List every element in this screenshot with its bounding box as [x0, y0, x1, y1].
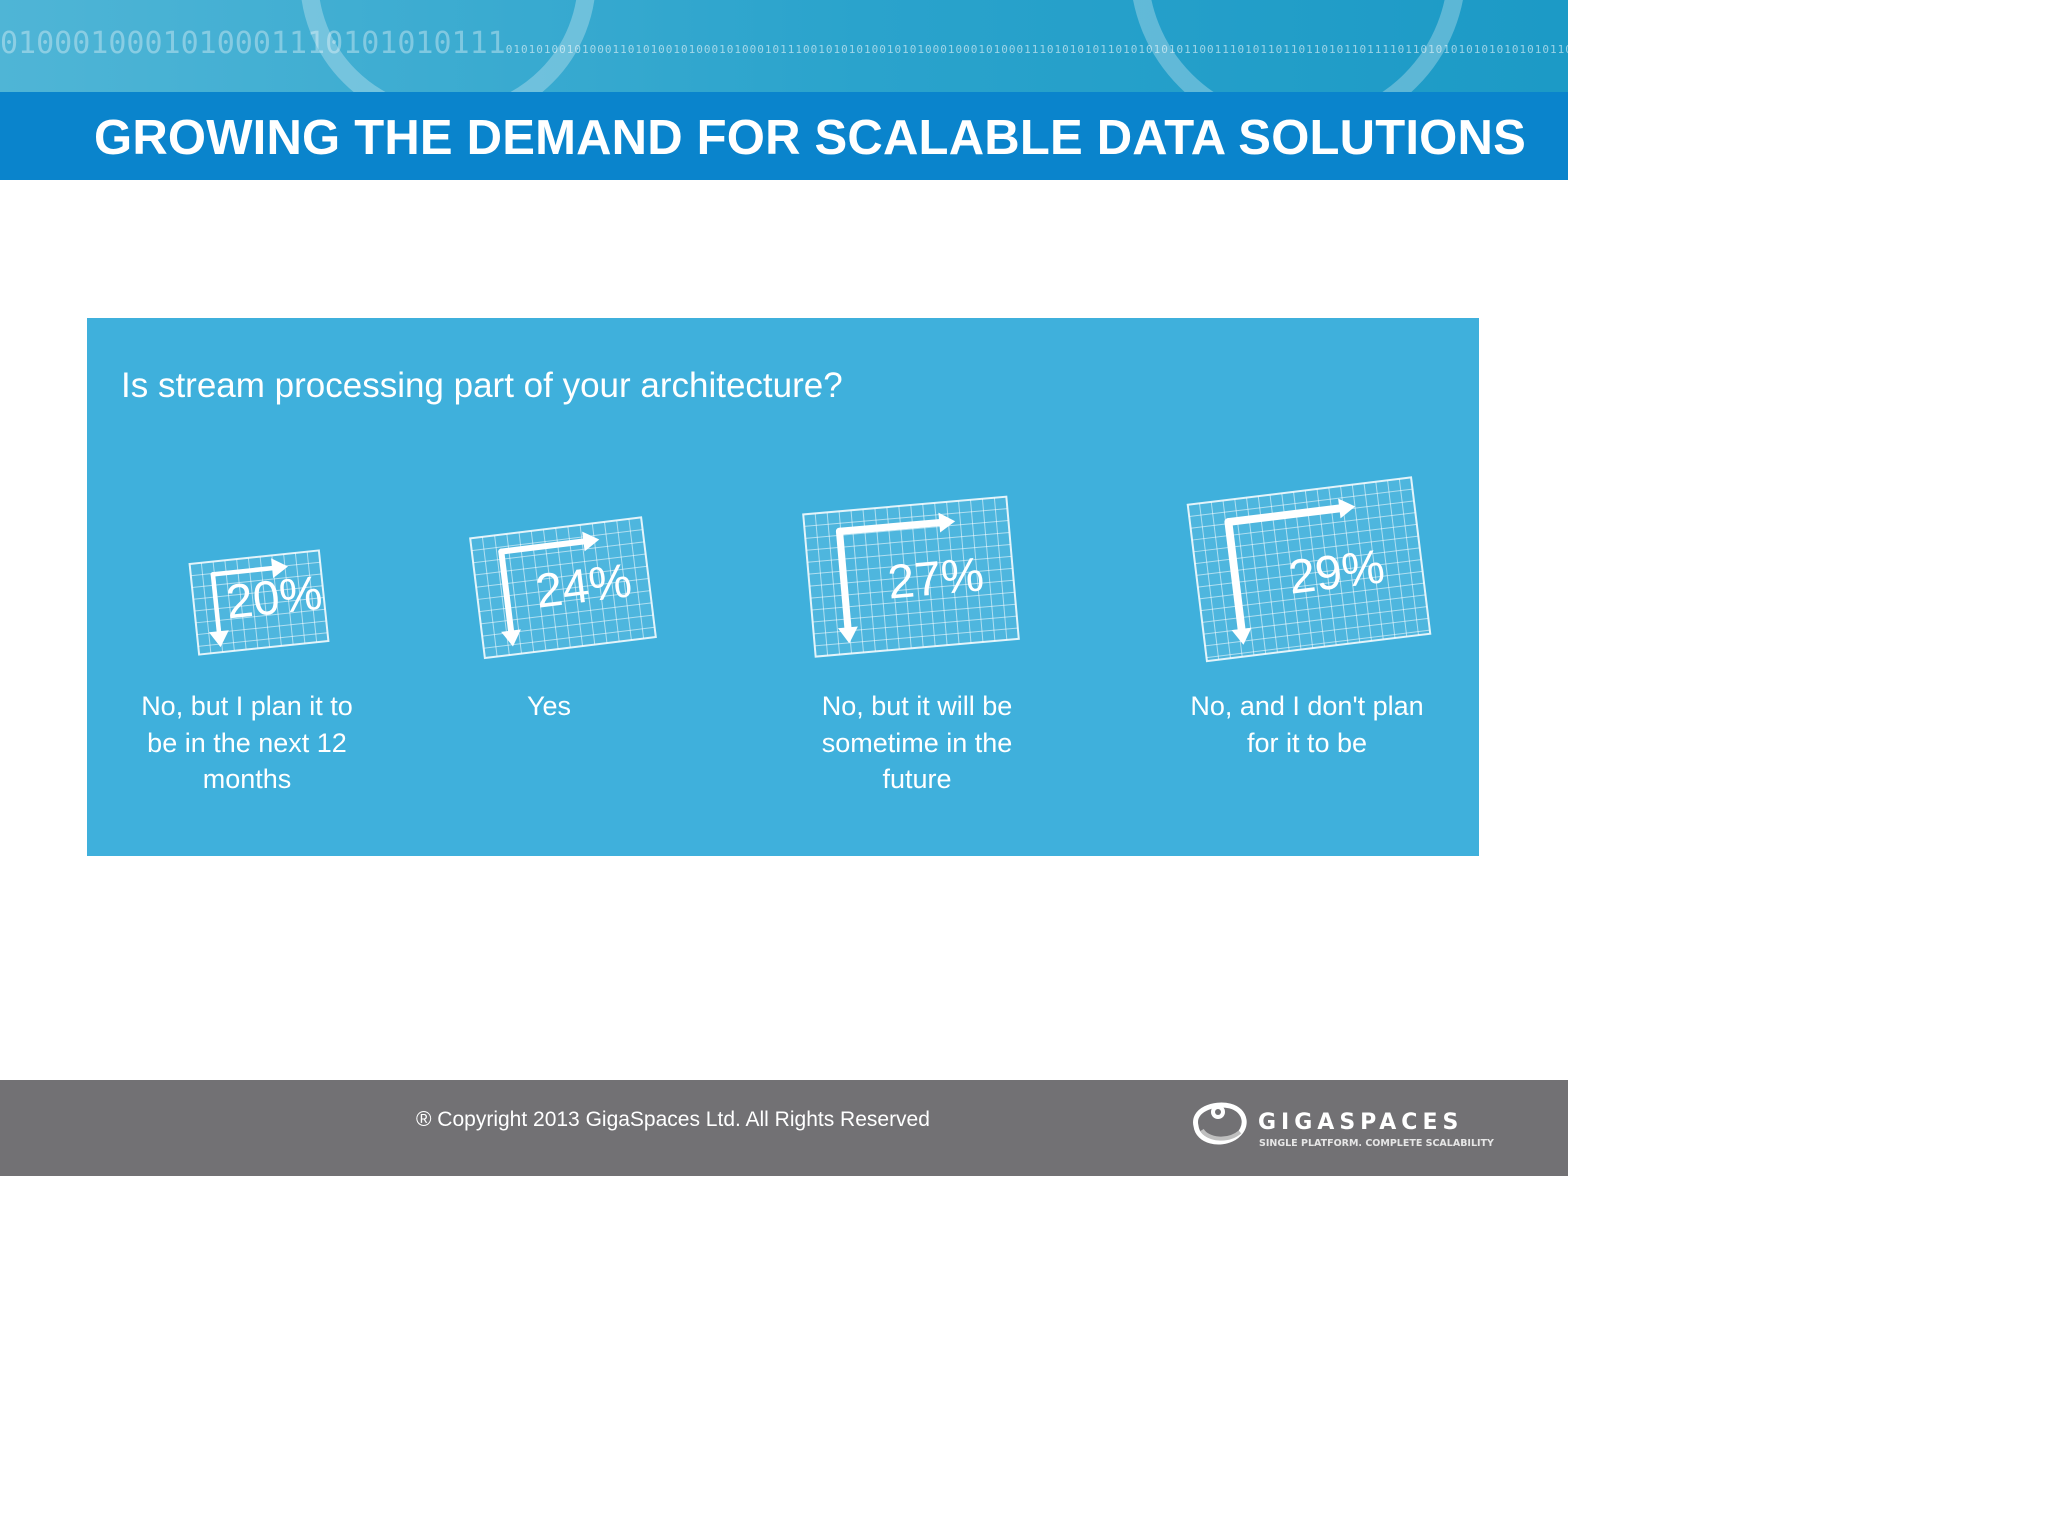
chart-grid-line: [1316, 488, 1337, 646]
chart-arrow-vertical: [210, 572, 222, 638]
chart-graphics: 20% 24% 27% 29%: [188, 476, 1432, 663]
chart-grid-line: [567, 526, 584, 647]
chart-value-label: 29%: [1286, 540, 1388, 604]
chart-category-label-line: No, but it will be: [821, 691, 1013, 721]
chart-arrow-horizontal: [498, 537, 591, 555]
chart-arrow-horizontal: [835, 518, 947, 535]
chart-grid-line: [1206, 629, 1430, 659]
chart-grid-line: [1257, 496, 1278, 653]
chart-arrow-head-right: [938, 512, 956, 533]
chart-grid-line: [306, 551, 318, 643]
chart-grid-line: [294, 552, 306, 644]
chart-value-label: 27%: [886, 548, 986, 609]
chart-arrow-head-down: [501, 629, 521, 647]
chart-arrow-vertical: [1224, 518, 1246, 637]
chart-category-label-line: No, and I don't plan: [1190, 691, 1424, 721]
chart-grid-line: [200, 562, 212, 654]
chart-grid-line: [1363, 483, 1384, 640]
brand-name: GIGASPACES: [1258, 1110, 1464, 1135]
chart-category-label: No, and I don't plan for it to be: [1167, 688, 1447, 761]
chart-value-label: 24%: [533, 554, 635, 618]
chart-grid-line: [506, 533, 523, 654]
chart-arrow-vertical: [835, 527, 852, 635]
chart-grid-line: [814, 627, 1018, 647]
chart-arrow-vertical: [498, 548, 515, 638]
chart-grid-line: [1293, 491, 1314, 649]
chart-arrow-horizontal: [210, 565, 279, 577]
binary-text-strip: 0100010001010001110101010111010101001010…: [0, 30, 1568, 64]
chart-grid-line: [1351, 484, 1372, 641]
chart-grid-line: [471, 529, 643, 552]
chart-category-label-line: No, but I plan it to: [141, 691, 353, 721]
chart-grid-line: [259, 556, 271, 648]
chart-grid-line: [224, 560, 235, 651]
chart-arrow-head-right: [1338, 498, 1356, 519]
chart-category-label-line: months: [202, 764, 292, 794]
chart-grid-line: [579, 524, 596, 645]
chart-arrow-head-down: [208, 630, 229, 648]
chart-grid-line: [1281, 493, 1302, 650]
chart-arrow-head-down: [1231, 627, 1252, 645]
chart-tile-3: 27%: [802, 495, 1020, 658]
chart-value-label: 20%: [224, 567, 325, 630]
top-banner: 0100010001010001110101010111010101001010…: [0, 0, 1568, 92]
chart-grid-line: [530, 530, 547, 651]
binary-text-large: 0100010001010001110101010111: [0, 30, 506, 61]
chart-grid-line: [591, 523, 608, 644]
footer-bar: [0, 1080, 1568, 1176]
slide-title: GROWING THE DEMAND FOR SCALABLE DATA SOL…: [94, 111, 1526, 165]
chart-grid-line: [616, 520, 632, 641]
chart-grid-line: [236, 559, 247, 650]
chart-grid-line: [481, 536, 498, 657]
chart-category-label-line: be in the next 12: [147, 727, 347, 758]
chart-category-label: Yes: [409, 688, 689, 725]
chart-grid-line: [283, 554, 294, 645]
chart-grid-line: [247, 557, 259, 649]
chart-grid-line: [1328, 487, 1349, 644]
chart-category-label-line: future: [882, 764, 952, 794]
chart-tile-4: 29%: [1186, 476, 1432, 663]
brand-tagline: SINGLE PLATFORM. COMPLETE SCALABILITY: [1259, 1138, 1494, 1149]
chart-grid-line: [518, 532, 535, 653]
gigaspaces-logo-icon: [1193, 1102, 1247, 1145]
chart-grid-line: [1269, 494, 1290, 652]
chart-arrow-head-right: [582, 531, 600, 552]
chart-category-label-line: Yes: [526, 691, 572, 721]
chart-grid-line: [804, 508, 1008, 527]
chart-grid-line: [1210, 501, 1231, 659]
binary-text-small: 0101010010100011010100101000101000101110…: [505, 43, 1568, 56]
chart-grid-line: [1398, 478, 1420, 636]
chart-grid-line: [603, 521, 620, 642]
chart-grid-line: [1246, 497, 1267, 654]
chart-category-label: No, but it will be sometime in the future: [777, 688, 1057, 798]
chart-category-label-line: sometime in the: [821, 727, 1013, 758]
chart-category-label-line: for it to be: [1246, 727, 1368, 758]
chart-tile-2: 24%: [469, 516, 657, 660]
chart-arrow-head-right: [271, 558, 288, 579]
chart-arrow-horizontal: [1224, 503, 1348, 526]
chart-grid-line: [1375, 481, 1396, 639]
chart-grid-line: [1198, 503, 1220, 660]
chart-question: Is stream processing part of your archit…: [121, 366, 843, 405]
chart-category-label: No, but I plan it to be in the next 12 mon…: [107, 688, 387, 798]
copyright-text: ® Copyright 2013 GigaSpaces Ltd. All Rig…: [416, 1108, 930, 1131]
chart-grid-line: [555, 527, 571, 648]
chart-panel: Is stream processing part of your archit…: [87, 318, 1479, 856]
chart-grid-line: [1304, 490, 1325, 647]
chart-arrow-head-down: [837, 626, 858, 644]
chart-grid-line: [1189, 488, 1413, 518]
chart-grid-line: [542, 529, 559, 650]
chart-grid-line: [628, 518, 645, 639]
chart-grid-line: [1387, 480, 1408, 637]
chart-tile-1: 20%: [188, 549, 330, 656]
title-bar: [0, 92, 1568, 180]
chart-grid-line: [1234, 498, 1255, 656]
